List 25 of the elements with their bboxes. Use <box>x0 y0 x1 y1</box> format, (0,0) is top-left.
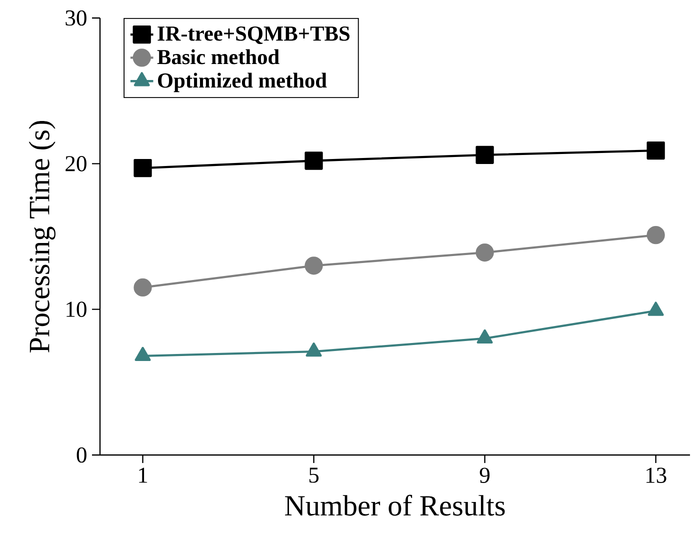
y-tick-label: 10 <box>66 302 86 317</box>
x-tick-label: 9 <box>480 468 490 483</box>
legend-label: Basic method <box>157 49 280 64</box>
point <box>648 302 664 316</box>
legend-label: IR-tree+SQMB+TBS <box>158 26 350 44</box>
legend-label: Optimized method <box>158 72 327 92</box>
point <box>304 256 323 275</box>
point <box>304 152 323 170</box>
x-tick-label: 1 <box>139 468 148 483</box>
y-tick-label: 20 <box>66 156 86 172</box>
y-tick-label: 30 <box>66 10 86 26</box>
point <box>134 158 152 178</box>
point <box>646 226 665 244</box>
y-axis-title: Processing Time (s) <box>28 120 56 352</box>
point <box>476 243 494 262</box>
y-tick-label: 0 <box>76 447 86 463</box>
point <box>646 141 665 160</box>
x-tick-label: 13 <box>646 468 666 483</box>
point <box>306 342 322 357</box>
x-tick-label: 5 <box>309 468 319 483</box>
point <box>134 278 152 297</box>
point <box>134 346 151 362</box>
point <box>476 329 493 344</box>
point <box>476 146 494 164</box>
x-axis-title: Number of Results <box>285 494 505 516</box>
